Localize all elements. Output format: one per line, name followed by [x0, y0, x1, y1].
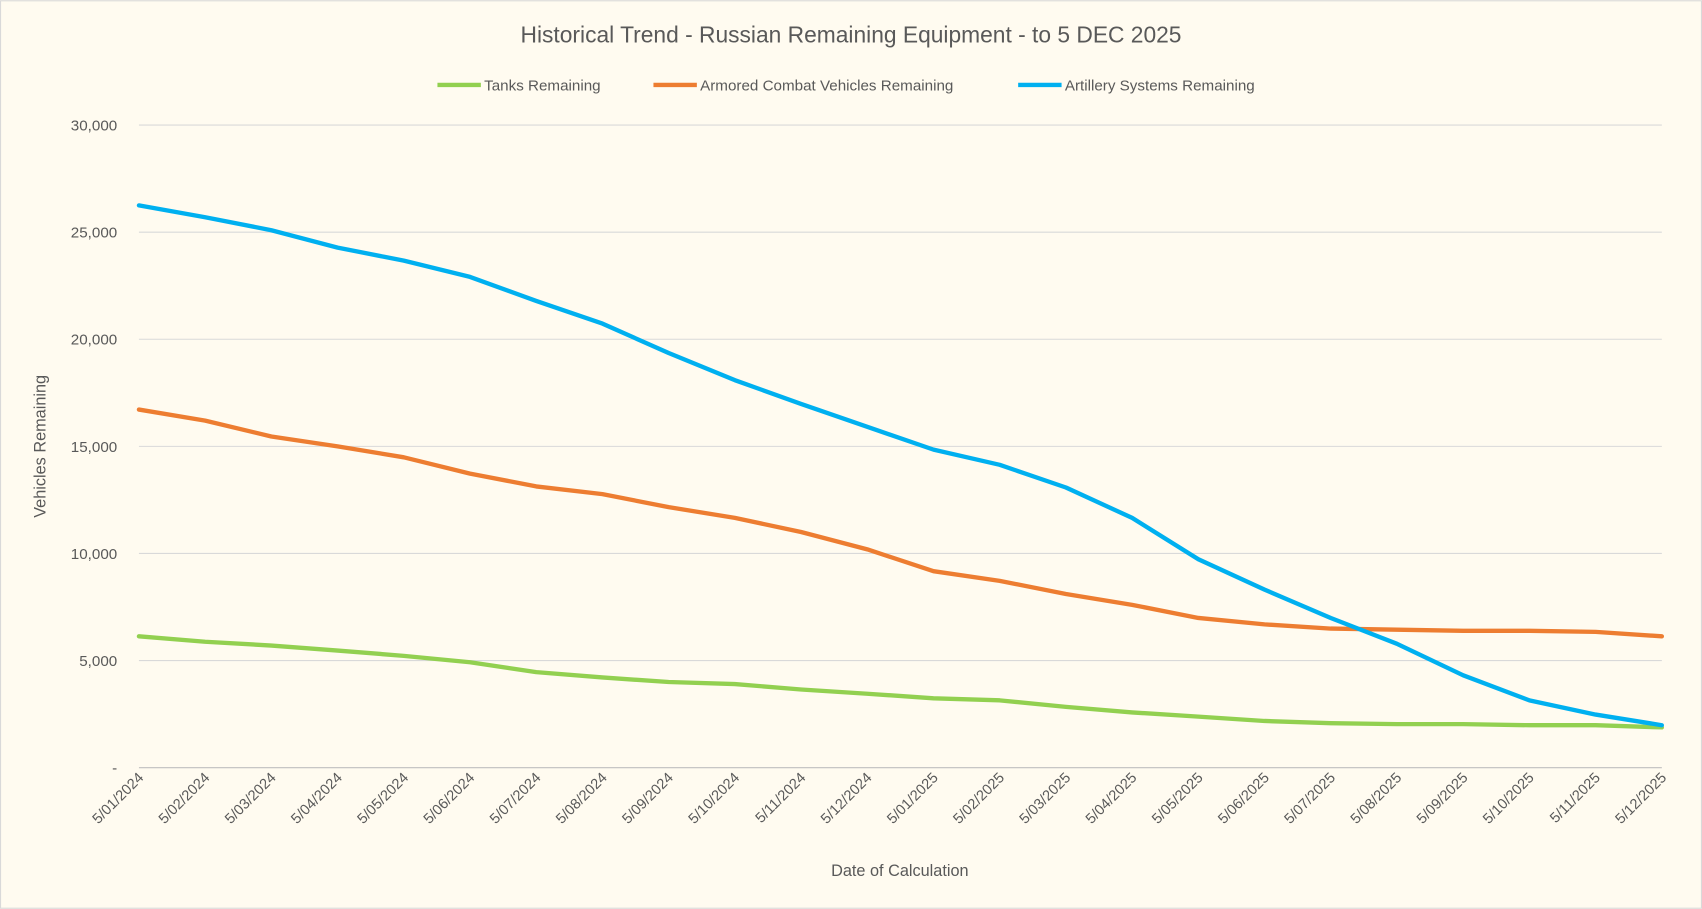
- series-line-1: [136, 634, 1665, 730]
- legend-item: Armored Combat Vehicles Remaining: [653, 77, 953, 94]
- legend-item: Artillery Systems Remaining: [1018, 77, 1255, 94]
- legend: Tanks Remaining Armored Combat Vehicles R…: [437, 77, 1255, 94]
- y-axis-label: Vehicles Remaining: [32, 375, 50, 518]
- series-line-3: [136, 203, 1665, 728]
- y-tick-label: 30,000: [71, 117, 117, 134]
- y-tick-label: 5,000: [79, 653, 117, 670]
- gridlines: [138, 124, 1662, 769]
- series-lines: [136, 203, 1665, 730]
- y-tick-label: -: [112, 760, 117, 777]
- legend-label: Artillery Systems Remaining: [1065, 77, 1255, 94]
- legend-item: Tanks Remaining: [437, 77, 601, 94]
- legend-label: Tanks Remaining: [484, 77, 600, 94]
- legend-label: Armored Combat Vehicles Remaining: [700, 77, 953, 94]
- y-tick-label: 15,000: [71, 439, 117, 456]
- y-tick-label: 20,000: [71, 332, 117, 349]
- y-tick-label: 10,000: [71, 546, 117, 563]
- y-tick-label: 25,000: [71, 225, 117, 242]
- chart-title: Historical Trend - Russian Remaining Equ…: [521, 22, 1182, 48]
- series-line-2: [136, 407, 1665, 639]
- x-axis-label: Date of Calculation: [831, 862, 968, 880]
- y-axis-ticks: - 5,000 10,000 15,000 20,000 25,000 30,000: [71, 117, 117, 777]
